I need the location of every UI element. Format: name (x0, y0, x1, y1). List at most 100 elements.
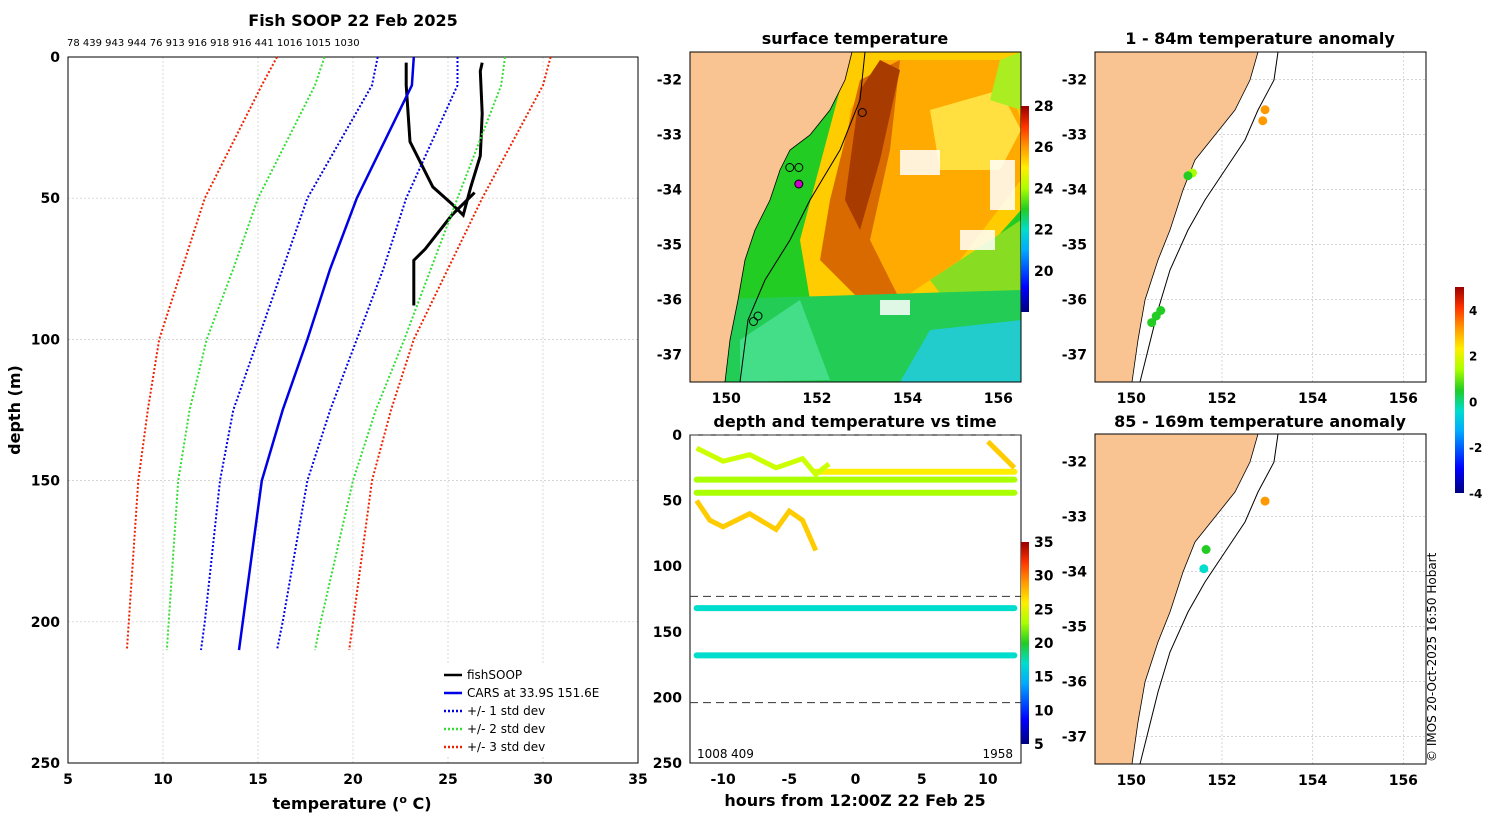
anomaly-deep-coast (1095, 434, 1279, 764)
map-xtick-label: 154 (1298, 391, 1327, 407)
cars-climatology-line (237, 56, 416, 651)
timeseries-colorbar (1021, 542, 1029, 744)
timeseries-colorbar-tick-label: 15 (1034, 670, 1053, 686)
timeseries-panel: depth and temperature vs time -10 -5 0 5 100… (653, 412, 1054, 810)
sst-panel: surface temperature 150 152 154 156 -32 -33 -3… (657, 29, 1054, 407)
anomaly-point (1201, 545, 1211, 554)
profile-xtick-label: 15 (248, 772, 267, 788)
legend-entry: CARS at 33.9S 151.6E (467, 686, 599, 700)
map-xtick-label: 156 (984, 391, 1013, 407)
profile-ytick-label: 0 (50, 50, 60, 66)
profile-xtick-label: 5 (63, 772, 73, 788)
anomaly-deep-title: 85 - 169m temperature anomaly (1114, 412, 1406, 431)
drop-location-marker (785, 163, 795, 172)
timeseries-colorbar-tick-label: 20 (1034, 636, 1054, 652)
map-ytick-label: -37 (1062, 348, 1087, 364)
std-dev-lower-line (165, 56, 326, 651)
timeseries-ytick-label: 0 (672, 428, 682, 444)
sst-title: surface temperature (762, 29, 949, 48)
anomaly-point (1258, 116, 1268, 126)
timeseries-xtick-label: 10 (978, 772, 998, 788)
timeseries-xtick-label: -5 (782, 772, 798, 788)
map-ytick-label: -32 (657, 73, 682, 89)
sst-colorbar-tick-label: 24 (1034, 181, 1054, 197)
timeseries-ytick-label: 250 (653, 756, 682, 772)
profile-xtick-label: 30 (533, 772, 553, 788)
map-xtick-label: 154 (1298, 773, 1327, 789)
timeseries-ytick-label: 150 (653, 625, 682, 641)
timeseries-xtick-label: 5 (917, 772, 927, 788)
anomaly-colorbar-tick-label: -2 (1469, 441, 1482, 455)
map-ytick-label: -35 (657, 238, 682, 254)
anomaly-colorbar (1455, 287, 1464, 493)
timeseries-ytick-label: 100 (653, 559, 682, 575)
anomaly-point (1183, 171, 1193, 181)
fishsoop-profile-line (412, 191, 476, 306)
end-track (986, 439, 1017, 470)
map-ytick-label: -34 (657, 183, 683, 199)
drop-location-marker (794, 179, 804, 189)
anomaly-point (1147, 318, 1157, 328)
anomaly-point (1151, 311, 1161, 321)
profile-drop-ids: 78 439 943 944 76 913 916 918 916 441 10… (67, 38, 360, 49)
timeseries-colorbar-tick-label: 5 (1034, 737, 1044, 753)
map-ytick-label: -34 (1062, 565, 1088, 581)
profile-xtick-label: 25 (438, 772, 457, 788)
profile-xlabel: temperature (o C) (272, 793, 431, 813)
map-ytick-label: -35 (1062, 238, 1087, 254)
map-ytick-label: -33 (1062, 510, 1087, 526)
map-ytick-label: -36 (1062, 293, 1087, 309)
drop-location-marker (857, 108, 867, 117)
fishsoop-profile-line (404, 62, 484, 219)
map-ytick-label: -32 (1062, 455, 1087, 471)
timeseries-xtick-label: 0 (851, 772, 861, 788)
sst-map (690, 52, 1021, 382)
timeseries-colorbar-tick-label: 25 (1034, 602, 1053, 618)
credit-text: © IMOS 20-Oct-2025 16:50 Hobart (1425, 552, 1439, 762)
map-ytick-label: -33 (1062, 128, 1087, 144)
anomaly-colorbar-tick-label: -4 (1469, 487, 1482, 501)
drop-location-marker (748, 317, 758, 326)
sst-colorbar-tick-label: 20 (1034, 264, 1054, 280)
map-xtick-label: 150 (1117, 773, 1146, 789)
profile-title: Fish SOOP 22 Feb 2025 (248, 11, 457, 30)
near-surface-track (695, 445, 831, 478)
timeseries-axes-box (689, 434, 1022, 764)
anomaly-deep-panel: 85 - 169m temperature anomaly 150 152 154 1… (1062, 412, 1427, 789)
anomaly-shallow-panel: 1 - 84m temperature anomaly 150 152 154 156… (1062, 29, 1427, 407)
anomaly-colorbar-tick-label: 4 (1469, 304, 1477, 318)
timeseries-title: depth and temperature vs time (713, 412, 996, 431)
map-xtick-label: 152 (1207, 773, 1236, 789)
map-xtick-label: 156 (1389, 773, 1418, 789)
map-ytick-label: -36 (1062, 675, 1087, 691)
profile-ylabel: depth (m) (5, 365, 24, 455)
map-ytick-label: -37 (657, 348, 682, 364)
timeseries-xtick-label: -10 (710, 772, 736, 788)
map-xtick-label: 152 (1207, 391, 1236, 407)
map-ytick-label: -32 (1062, 73, 1087, 89)
map-ytick-label: -34 (1062, 183, 1088, 199)
timeseries-colorbar-tick-label: 10 (1034, 703, 1054, 719)
std-dev-upper-line (348, 56, 552, 651)
profile-axes-box (67, 56, 639, 764)
timeseries-corner-right: 1958 (982, 747, 1013, 761)
legend-entry: +/- 2 std dev (467, 722, 545, 736)
legend-entry: fishSOOP (467, 668, 522, 682)
map-xtick-label: 154 (893, 391, 922, 407)
anomaly-point (1199, 564, 1209, 574)
map-xtick-label: 150 (1117, 391, 1146, 407)
anomaly-point (1260, 105, 1270, 115)
sst-colorbar-tick-label: 26 (1034, 140, 1053, 156)
profile-xtick-label: 35 (628, 772, 647, 788)
std-dev-upper-line (314, 56, 506, 651)
anomaly-shallow-title: 1 - 84m temperature anomaly (1125, 29, 1395, 48)
profile-legend: fishSOOP CARS at 33.9S 151.6E +/- 1 std de… (437, 665, 633, 757)
legend-entry: +/- 3 std dev (467, 740, 545, 754)
descent-track (694, 499, 819, 552)
drop-location-marker (753, 311, 763, 321)
legend-entry: +/- 1 std dev (467, 704, 545, 718)
sst-colorbar (1021, 106, 1029, 312)
profile-ytick-label: 50 (41, 191, 61, 207)
map-xtick-label: 150 (712, 391, 741, 407)
